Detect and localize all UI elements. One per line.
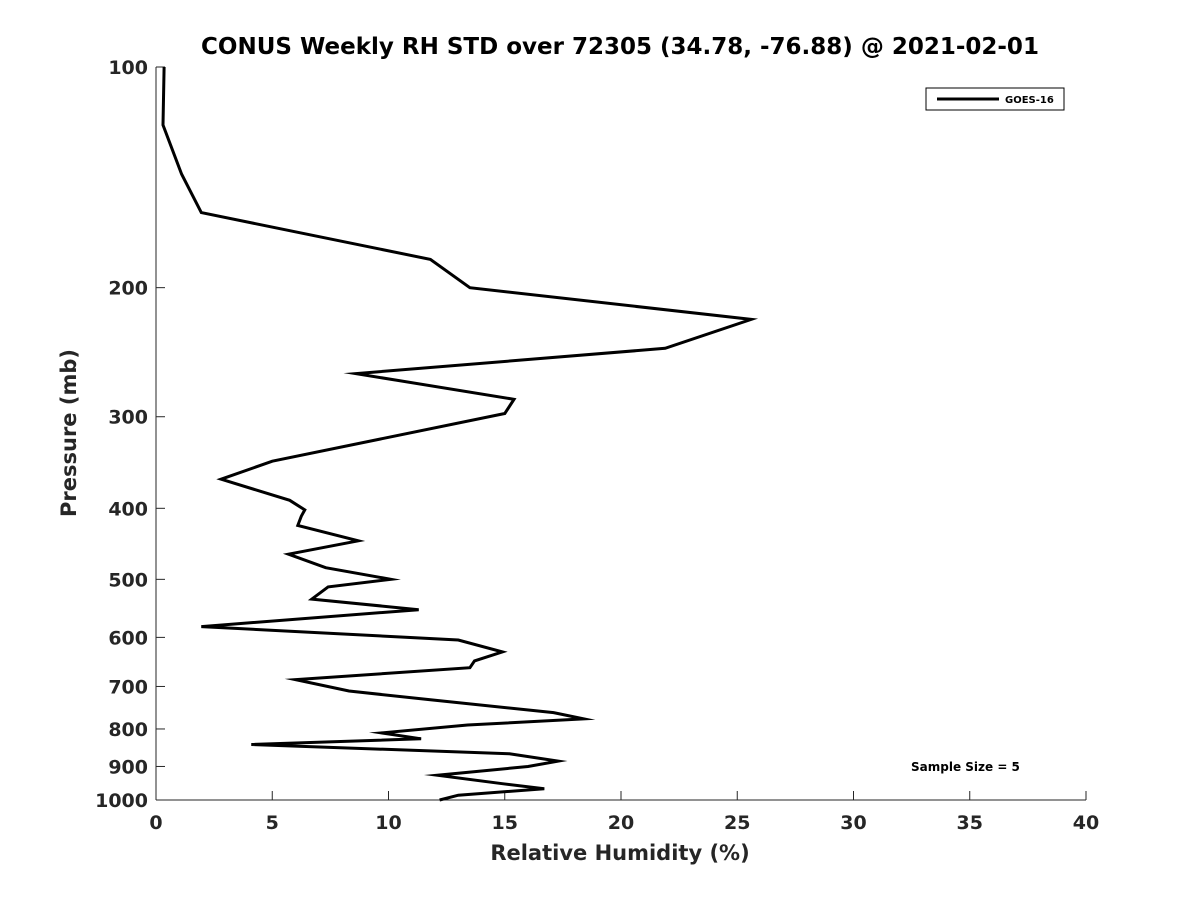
y-tick-label: 500 [108, 569, 148, 591]
chart-title: CONUS Weekly RH STD over 72305 (34.78, -… [201, 34, 1039, 60]
y-tick-label: 300 [108, 407, 148, 429]
y-tick-label: 700 [108, 676, 148, 698]
x-tick-label: 40 [1073, 812, 1099, 834]
plot-axes: 0 5 10 15 20 25 30 35 40 100 200 300 400 500 600 700 800… [95, 57, 1099, 834]
x-tick-label: 20 [608, 812, 634, 834]
x-axis-label: Relative Humidity (%) [490, 841, 749, 865]
x-tick-label: 35 [957, 812, 983, 834]
series-line-goes-16 [161, 66, 759, 802]
x-tick-label: 10 [375, 812, 401, 834]
y-tick-label: 900 [108, 756, 148, 778]
x-tick-label: 25 [724, 812, 750, 834]
x-tick-label: 30 [840, 812, 866, 834]
y-tick-label: 600 [108, 627, 148, 649]
legend: GOES-16 [925, 87, 1065, 111]
x-tick-label: 5 [266, 812, 279, 834]
y-tick-label: 400 [108, 498, 148, 520]
y-tick-label: 800 [108, 719, 148, 741]
y-tick-label: 100 [108, 57, 148, 79]
y-tick-label: 1000 [95, 790, 148, 812]
series-layer [161, 66, 759, 802]
sample-size-annotation: Sample Size = 5 [911, 760, 1020, 774]
y-axis-label: Pressure (mb) [57, 349, 81, 517]
x-tick-label: 15 [492, 812, 518, 834]
x-tick-label: 0 [149, 812, 162, 834]
y-tick-label: 200 [108, 278, 148, 300]
legend-label: GOES-16 [1005, 95, 1054, 106]
